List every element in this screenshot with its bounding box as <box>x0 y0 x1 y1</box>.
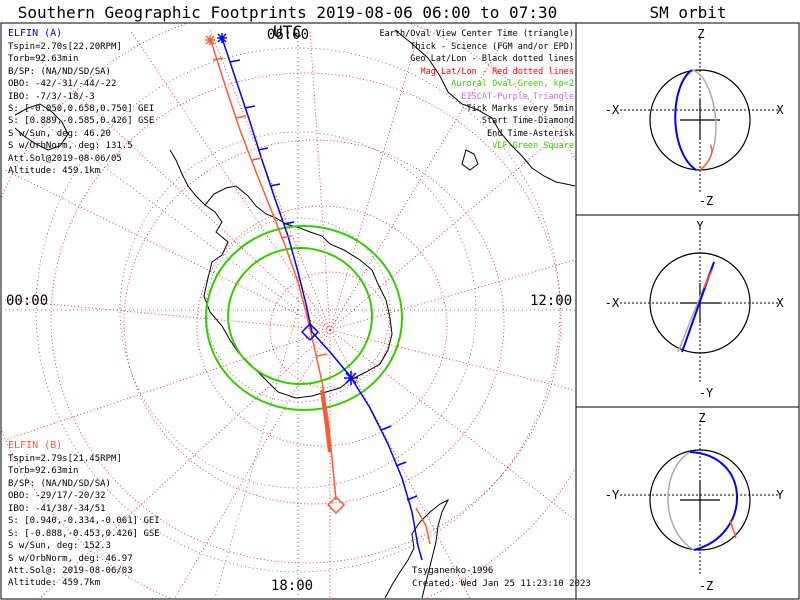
south-america-coastline <box>384 498 450 599</box>
elfin-a-line: Tspin=2.70s[22.20RPM] <box>8 42 122 52</box>
map-legend: Earth/Oval View Center Time (triangle) T… <box>380 29 574 151</box>
orbit-panels-frame <box>575 22 800 600</box>
elfin-b-line: Att.Sol@: 2019-08-06/03 <box>8 566 133 576</box>
legend-item: VLF-Green Square <box>492 141 574 151</box>
elfin-a-line: OBO: -42/-31/-44/-22 <box>8 79 116 89</box>
orbit-panel-xy: Y -Y -X X <box>605 219 785 400</box>
elfin-b-line: B/SP: (NA/ND/SD/SA) <box>8 479 111 489</box>
orbit-panel-title: SM orbit <box>649 3 727 22</box>
elfin-b-start-diamond <box>326 495 346 515</box>
legend-item: Thick - Science (FGM and/or EPD) <box>410 42 574 52</box>
clock-label-left: 00:00 <box>6 293 48 309</box>
elfin-a-line: S w/Sun, deg: 46.20 <box>8 129 111 139</box>
elfin-b-science-segment <box>320 389 332 453</box>
auroral-oval-inner <box>227 247 373 385</box>
elfin-b-line: S: [0.940,-0.334,-0.061] GEI <box>8 516 160 526</box>
elfin-b-tick-marks <box>212 57 328 357</box>
legend-item: Auroral Oval-Green, kp=2 <box>451 79 574 89</box>
orbit-axis-label: Z <box>697 27 704 41</box>
legend-item: EISCAT-Purple Triangle <box>461 92 574 102</box>
elfin-b-line: Altitude: 459.7km <box>8 578 100 588</box>
elfin-b-track-south <box>415 507 431 545</box>
orbit-axis-label: Y <box>696 219 704 233</box>
orbit-panel-xz: Z -Z -X X <box>605 27 785 208</box>
elfin-b-line: OBO: -29/17/-20/32 <box>8 491 106 501</box>
elfin-b-line: S w/OrbNorm, deg: 46.97 <box>8 554 133 564</box>
clock-label-bottom: 18:00 <box>271 578 313 594</box>
clock-label-top: 06:00 <box>267 27 309 43</box>
created-credit: Created: Wed Jan 25 11:23:10 2023 <box>412 579 591 589</box>
antarctic-peninsula <box>169 149 206 206</box>
legend-item: Tick Marks every 5min <box>467 104 574 114</box>
elfin-b-track <box>209 37 337 501</box>
elfin-a-end-asterisk <box>344 371 358 385</box>
orbit-axis-label: -Z <box>699 194 713 208</box>
elfin-b-line: Torb=92.63min <box>8 466 78 476</box>
orbit-axis-label: Z <box>698 411 705 425</box>
legend-item: Mag Lat/Lon - Red dotted lines <box>420 67 574 77</box>
orbit-axis-label: -X <box>605 103 620 117</box>
africa-coastline <box>14 103 69 151</box>
elfin-a-line: Torb=92.63min <box>8 54 78 64</box>
elfin-a-line: S w/OrbNorm, deg: 131.5 <box>8 141 133 151</box>
orbit-axis-label: -Y <box>605 488 620 502</box>
orbit-axis-label: X <box>776 296 784 310</box>
elfin-a-info: ELFIN (A) Tspin=2.70s[22.20RPM] Torb=92.… <box>8 28 154 176</box>
elfin-a-line: S: [-0.050,0.658,0.750] GEI <box>8 104 154 114</box>
tasmania-coastline <box>461 149 479 171</box>
legend-item: Earth/Oval View Center Time (triangle) <box>380 29 574 39</box>
elfin-a-line: S: [0.889,-0.585,0.426] GSE <box>8 116 154 126</box>
orbit-axis-label: -X <box>605 296 620 310</box>
elfin-a-line: B/SP: (NA/ND/SD/SA) <box>8 67 111 77</box>
legend-item: End Time-Asterisk <box>487 129 574 139</box>
orbit-axis-label: X <box>776 103 784 117</box>
elfin-a-tick-marks <box>229 59 418 501</box>
elfin-b-name: ELFIN (B) <box>8 440 62 451</box>
elfin-a-track <box>221 37 423 561</box>
elfin-a-line: Att.Sol@2019-08-06/05 <box>8 154 122 164</box>
elfin-a-start-asterisk <box>217 33 227 43</box>
elfin-a-name: ELFIN (A) <box>8 28 62 39</box>
elfin-b-line: Tspin=2.79s[21.45RPM] <box>8 454 122 464</box>
elfin-b-line: S: [-0.888,-0.453,0.426] GSE <box>8 529 160 539</box>
elfin-b-end-asterisk <box>205 35 215 45</box>
elfin-b-line: IBO: -41/38/-34/51 <box>8 504 106 514</box>
australia-coastline <box>394 29 576 187</box>
orbit-axis-label: -Y <box>699 386 714 400</box>
elfin-b-line: S w/Sun, deg: 152.3 <box>8 541 111 551</box>
model-credit: Tsyganenko-1996 <box>412 566 493 576</box>
legend-item: Geo Lat/Lon - Black dotted lines <box>410 54 574 64</box>
elfin-b-info: ELFIN (B) Tspin=2.79s[21.45RPM] Torb=92.… <box>8 440 160 588</box>
elfin-a-start-diamond <box>300 322 320 342</box>
figure-title: Southern Geographic Footprints 2019-08-0… <box>17 3 558 41</box>
orbit-panel-yz: Z -Z -Y Y <box>605 411 785 593</box>
clock-label-right: 12:00 <box>530 293 572 309</box>
legend-item: Start Time-Diamond <box>482 116 574 126</box>
orbit-axis-label: Y <box>776 488 784 502</box>
orbit-axis-label: -Z <box>699 579 713 593</box>
antarctica-coastline <box>203 185 393 399</box>
map-content <box>1 23 576 599</box>
elfin-a-line: IBO: -7/3/-18/-3 <box>8 92 95 102</box>
elfin-a-line: Altitude: 459.1km <box>8 166 100 176</box>
auroral-oval-outer <box>205 225 403 411</box>
